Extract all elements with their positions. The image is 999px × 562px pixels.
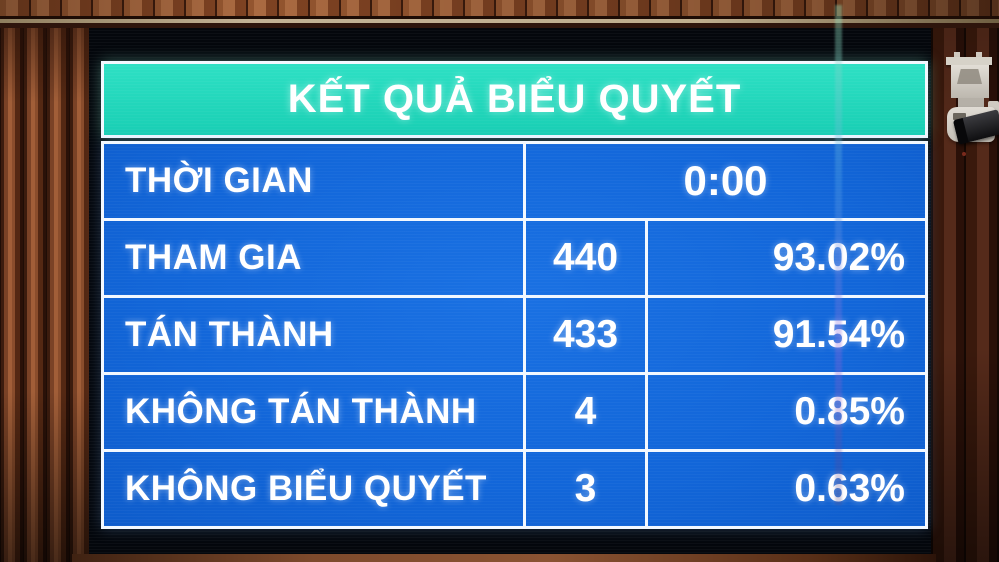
wood-panel-left [0, 28, 89, 562]
wall-trim-shadow [0, 23, 999, 28]
camera-label-badge [953, 113, 966, 120]
row-count: 433 [526, 298, 648, 372]
camera-mount-plate [946, 57, 992, 65]
row-label: KHÔNG BIỂU QUYẾT [104, 452, 526, 526]
wood-ledge-bottom [72, 554, 936, 562]
row-count: 4 [526, 375, 648, 449]
row-label-time: THỜI GIAN [104, 144, 526, 218]
row-label: TÁN THÀNH [104, 298, 526, 372]
wall-trim-groove [0, 16, 999, 19]
table-row-time: THỜI GIAN 0:00 [104, 144, 925, 218]
row-count: 440 [526, 221, 648, 295]
row-label: KHÔNG TÁN THÀNH [104, 375, 526, 449]
camera-screw-dot [962, 152, 966, 156]
camera-bracket-shadow [957, 69, 982, 84]
voting-board: KẾT QUẢ BIỂU QUYẾT THỜI GIAN 0:00 THAM G… [101, 61, 928, 529]
table-row-disapprove: KHÔNG TÁN THÀNH 4 0.85% [104, 372, 925, 449]
time-value: 0:00 [683, 157, 768, 204]
row-percent: 91.54% [648, 298, 925, 372]
results-table: THỜI GIAN 0:00 THAM GIA 440 93.02% TÁN T… [101, 141, 928, 529]
table-row-participate: THAM GIA 440 93.02% [104, 218, 925, 295]
led-screen: KẾT QUẢ BIỂU QUYẾT THỜI GIAN 0:00 THAM G… [89, 28, 931, 556]
table-row-abstain: KHÔNG BIỂU QUYẾT 3 0.63% [104, 449, 925, 526]
screen-edge-reflection [835, 5, 842, 505]
camera-mount-tab [976, 52, 982, 58]
row-percent: 93.02% [648, 221, 925, 295]
row-percent: 0.85% [794, 390, 905, 433]
camera-neck [958, 98, 984, 108]
wall-trim-highlight [0, 19, 999, 23]
row-label: THAM GIA [104, 221, 526, 295]
board-header: KẾT QUẢ BIỂU QUYẾT [101, 61, 928, 138]
wood-panel-top [0, 0, 999, 16]
table-row-approve: TÁN THÀNH 433 91.54% [104, 295, 925, 372]
row-percent: 0.63% [794, 467, 905, 510]
row-count: 3 [526, 452, 648, 526]
security-camera-icon [940, 48, 999, 160]
camera-mount-tab [954, 52, 960, 58]
board-title: KẾT QUẢ BIỂU QUYẾT [287, 77, 742, 121]
